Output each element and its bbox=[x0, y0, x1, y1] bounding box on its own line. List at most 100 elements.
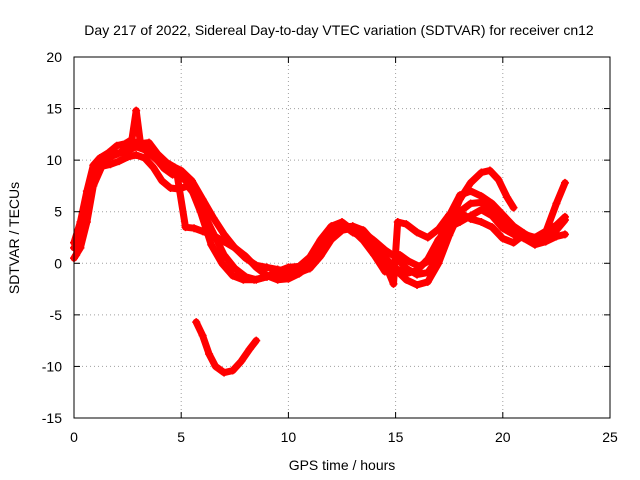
data-point bbox=[455, 218, 464, 227]
data-point bbox=[241, 272, 250, 281]
data-point bbox=[284, 274, 293, 283]
data-point bbox=[393, 218, 402, 227]
data-point bbox=[230, 243, 239, 252]
y-tick-label: -5 bbox=[50, 307, 63, 323]
x-tick-label: 10 bbox=[281, 429, 297, 445]
data-point bbox=[327, 235, 336, 244]
data-point bbox=[466, 187, 475, 196]
data-point bbox=[192, 318, 201, 327]
data-point bbox=[284, 263, 293, 272]
series-track-6 bbox=[395, 187, 569, 271]
data-point bbox=[149, 163, 158, 172]
data-point bbox=[498, 224, 507, 233]
data-point bbox=[76, 243, 85, 252]
tick-labels: 0 5 10 15 20 25 -15 -10 -5 0 5 10 15 20 bbox=[42, 49, 618, 445]
data-point bbox=[423, 233, 432, 242]
data-point bbox=[359, 236, 368, 245]
data-point bbox=[509, 203, 518, 212]
data-point bbox=[228, 271, 237, 280]
data-point bbox=[211, 233, 220, 242]
data-point bbox=[115, 157, 124, 166]
data-point bbox=[217, 259, 226, 268]
data-point bbox=[245, 344, 254, 353]
data-point bbox=[241, 252, 250, 261]
data-point bbox=[488, 223, 497, 232]
data-point bbox=[140, 154, 149, 163]
data-point bbox=[112, 141, 121, 150]
data-point bbox=[509, 222, 518, 231]
data-point bbox=[168, 170, 177, 179]
series-track-4 bbox=[70, 150, 569, 284]
data-point bbox=[106, 160, 115, 169]
data-point bbox=[123, 153, 132, 162]
data-point bbox=[455, 191, 464, 200]
plot-frame bbox=[73, 56, 611, 419]
data-point bbox=[205, 350, 214, 359]
data-point bbox=[494, 175, 503, 184]
x-tick-label: 25 bbox=[602, 429, 618, 445]
data-point bbox=[273, 275, 282, 284]
data-point bbox=[509, 238, 518, 247]
series-layer bbox=[70, 106, 569, 377]
y-tick-label: 15 bbox=[46, 101, 62, 117]
data-point bbox=[198, 331, 207, 340]
data-point bbox=[455, 208, 464, 217]
y-tick-label: 10 bbox=[46, 152, 62, 168]
data-point bbox=[177, 166, 186, 175]
data-point bbox=[273, 267, 282, 276]
data-point bbox=[198, 227, 207, 236]
series-trace bbox=[72, 138, 569, 288]
data-point bbox=[380, 245, 389, 254]
data-point bbox=[552, 226, 561, 235]
data-point bbox=[132, 106, 141, 115]
data-point bbox=[187, 176, 196, 185]
data-point bbox=[220, 251, 229, 260]
data-point bbox=[200, 211, 209, 220]
data-point bbox=[520, 229, 529, 238]
data-point bbox=[560, 215, 569, 224]
data-point bbox=[402, 269, 411, 278]
data-point bbox=[220, 230, 229, 239]
data-point bbox=[209, 213, 218, 222]
data-point bbox=[415, 262, 424, 271]
data-point bbox=[560, 178, 569, 187]
data-point bbox=[370, 251, 379, 260]
data-point bbox=[166, 183, 175, 192]
data-point bbox=[498, 234, 507, 243]
data-point bbox=[305, 261, 314, 270]
data-point bbox=[425, 256, 434, 265]
data-point bbox=[316, 235, 325, 244]
data-point bbox=[509, 230, 518, 239]
data-point bbox=[477, 192, 486, 201]
data-point bbox=[162, 158, 171, 167]
data-point bbox=[348, 226, 357, 235]
data-point bbox=[541, 233, 550, 242]
data-point bbox=[477, 205, 486, 214]
data-point bbox=[237, 357, 246, 366]
data-point bbox=[305, 253, 314, 262]
data-point bbox=[434, 238, 443, 247]
data-point bbox=[172, 169, 181, 178]
data-point bbox=[295, 262, 304, 271]
data-point bbox=[434, 253, 443, 262]
data-point bbox=[252, 336, 261, 345]
data-point bbox=[207, 240, 216, 249]
data-point bbox=[175, 185, 184, 194]
data-point bbox=[485, 166, 494, 175]
data-point bbox=[252, 263, 261, 272]
chart-title: Day 217 of 2022, Sidereal Day-to-day VTE… bbox=[84, 22, 594, 38]
x-tick-label: 5 bbox=[177, 429, 185, 445]
data-point bbox=[395, 251, 404, 260]
data-point bbox=[97, 162, 106, 171]
data-point bbox=[192, 192, 201, 201]
x-tick-label: 20 bbox=[495, 429, 511, 445]
series-track-2 bbox=[70, 106, 518, 279]
data-point bbox=[488, 199, 497, 208]
data-point bbox=[498, 210, 507, 219]
data-point bbox=[466, 178, 475, 187]
data-point bbox=[338, 218, 346, 227]
data-point bbox=[151, 154, 160, 163]
data-point bbox=[295, 269, 304, 278]
data-point bbox=[530, 235, 539, 244]
